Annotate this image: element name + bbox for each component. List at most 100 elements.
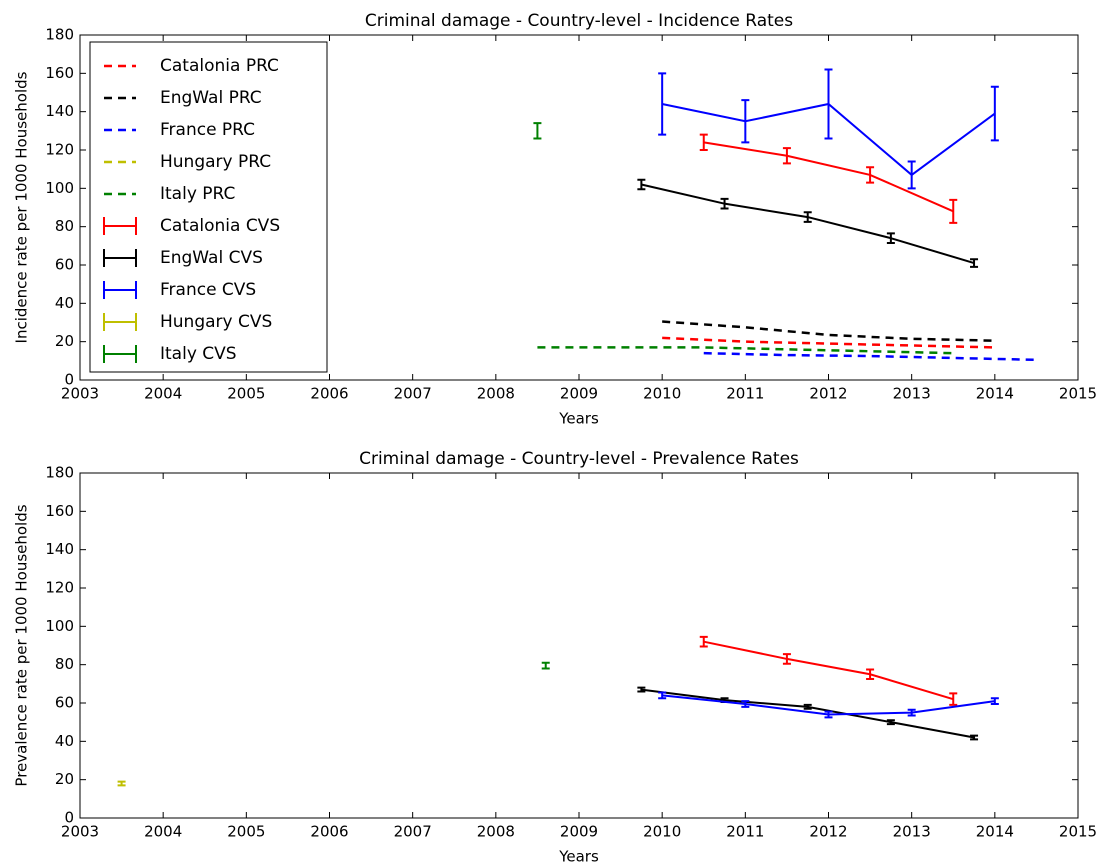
x-tick-label: 2004 xyxy=(144,385,182,403)
error-bar xyxy=(886,232,895,244)
x-tick-label: 2015 xyxy=(1059,385,1097,403)
x-axis-label: Years xyxy=(558,848,599,863)
error-bar xyxy=(949,692,958,706)
y-tick-label: 80 xyxy=(55,217,74,235)
x-tick-label: 2015 xyxy=(1059,823,1097,841)
error-bar xyxy=(866,166,875,184)
chart-title: Criminal damage - Country-level - Incide… xyxy=(365,11,793,31)
error-bar xyxy=(886,719,895,726)
x-axis-label: Years xyxy=(558,410,599,428)
line xyxy=(641,183,975,265)
y-tick-label: 120 xyxy=(45,579,74,597)
x-tick-label: 2014 xyxy=(976,823,1014,841)
x-tick-label: 2010 xyxy=(643,385,681,403)
line xyxy=(641,688,975,739)
error-bar xyxy=(907,708,916,717)
x-tick-label: 2007 xyxy=(394,823,432,841)
error-bar xyxy=(970,734,979,741)
error-bar xyxy=(907,160,916,190)
legend-label: Hungary CVS xyxy=(160,312,272,332)
x-tick-label: 2009 xyxy=(560,385,598,403)
legend-swatch xyxy=(103,345,137,363)
x-tick-label: 2007 xyxy=(394,385,432,403)
x-tick-label: 2011 xyxy=(726,385,764,403)
y-tick-label: 60 xyxy=(55,694,74,712)
legend-label: France PRC xyxy=(160,120,255,140)
y-tick-label: 140 xyxy=(45,102,74,120)
y-tick-label: 40 xyxy=(55,294,74,312)
x-tick-label: 2012 xyxy=(809,385,847,403)
error-bar xyxy=(990,85,999,142)
x-tick-label: 2009 xyxy=(560,823,598,841)
error-bar xyxy=(970,258,979,268)
plot-frame xyxy=(79,34,1079,381)
dashed-line xyxy=(662,320,995,342)
legend-label: EngWal PRC xyxy=(160,88,262,108)
y-tick-label: 180 xyxy=(45,26,74,44)
x-tick-label: 2008 xyxy=(477,385,515,403)
y-tick-label: 80 xyxy=(55,655,74,673)
y-axis-label: Incidence rate per 1000 Households xyxy=(13,71,31,343)
x-tick-label: 2010 xyxy=(643,823,681,841)
x-tick-label: 2014 xyxy=(976,385,1014,403)
dashed-line xyxy=(537,346,954,355)
error-bar xyxy=(658,691,667,700)
error-bar xyxy=(803,703,812,710)
y-tick-label: 160 xyxy=(45,502,74,520)
y-tick-label: 100 xyxy=(45,617,74,635)
legend-label: EngWal CVS xyxy=(160,248,263,268)
legend-label: Hungary PRC xyxy=(160,152,271,172)
error-bar xyxy=(949,198,958,224)
legend-label: Catalonia CVS xyxy=(160,216,280,236)
legend-label: France CVS xyxy=(160,280,256,300)
error-bar xyxy=(658,72,667,136)
error-bar xyxy=(699,133,708,151)
y-axis-label: Prevalence rate per 1000 Households xyxy=(13,504,31,786)
x-tick-label: 2006 xyxy=(310,385,348,403)
x-tick-label: 2005 xyxy=(227,823,265,841)
legend-swatch xyxy=(103,313,137,331)
error-bar xyxy=(637,178,646,191)
x-tick-label: 2003 xyxy=(61,823,99,841)
y-tick-label: 20 xyxy=(55,332,74,350)
error-bar xyxy=(741,700,750,708)
x-tick-label: 2008 xyxy=(477,823,515,841)
error-bar xyxy=(824,710,833,719)
error-bar xyxy=(824,68,833,140)
line xyxy=(703,141,954,213)
y-tick-label: 180 xyxy=(45,464,74,482)
x-tick-label: 2006 xyxy=(310,823,348,841)
error-bar xyxy=(699,635,708,648)
legend-label: Catalonia PRC xyxy=(160,56,279,76)
error-bar xyxy=(741,99,750,144)
x-tick-label: 2004 xyxy=(144,823,182,841)
error-bar xyxy=(990,697,999,705)
x-tick-label: 2013 xyxy=(893,385,931,403)
line xyxy=(703,640,954,701)
x-tick-label: 2013 xyxy=(893,823,931,841)
error-bar xyxy=(117,780,126,787)
y-tick-label: 140 xyxy=(45,540,74,558)
legend-swatch xyxy=(103,281,137,299)
y-tick-label: 40 xyxy=(55,732,74,750)
legend-swatch xyxy=(103,217,137,235)
legend-label: Italy PRC xyxy=(160,184,235,204)
y-tick-label: 160 xyxy=(45,64,74,82)
x-tick-label: 2003 xyxy=(61,385,99,403)
error-bar xyxy=(803,211,812,223)
error-bar xyxy=(782,653,791,665)
x-tick-label: 2012 xyxy=(809,823,847,841)
legend-box xyxy=(89,41,328,373)
error-bar xyxy=(533,122,542,140)
chart-title: Criminal damage - Country-level - Preval… xyxy=(359,449,799,469)
legend-label: Italy CVS xyxy=(160,344,237,364)
error-bar xyxy=(720,197,729,210)
error-bar xyxy=(541,661,550,670)
y-tick-label: 100 xyxy=(45,179,74,197)
x-tick-label: 2011 xyxy=(726,823,764,841)
error-bar xyxy=(782,147,791,165)
dashed-line xyxy=(703,351,1037,362)
x-tick-label: 2005 xyxy=(227,385,265,403)
plot-frame xyxy=(79,472,1079,819)
